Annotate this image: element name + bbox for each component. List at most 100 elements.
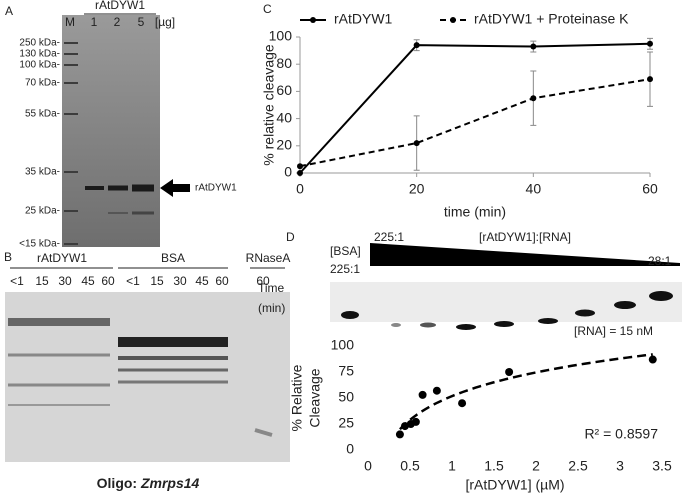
- marker-label: 250 kDa-: [19, 38, 60, 49]
- x-tick-label: 3.5: [652, 458, 672, 474]
- marker-label: 35 kDa-: [25, 167, 60, 178]
- lane-label: 30: [173, 274, 187, 288]
- lane-label: 15: [150, 274, 164, 288]
- panel-label: D: [286, 230, 295, 244]
- series-line: [299, 42, 651, 174]
- ladder-bands: [64, 42, 78, 245]
- point: [411, 417, 420, 426]
- point: [647, 76, 653, 83]
- wedge: [370, 243, 680, 266]
- x-tick-label: 60: [642, 181, 658, 197]
- bsa-label: [BSA]: [330, 244, 361, 258]
- y-tick-label: 0: [284, 164, 292, 180]
- marker-label: 100 kDa-: [19, 60, 60, 71]
- x-axis-label: [rAtDYW1] (µM): [465, 477, 564, 493]
- y-tick-label: 100: [269, 28, 293, 44]
- x-tick-label: 0.5: [400, 458, 420, 474]
- point: [413, 140, 420, 147]
- lane-label: [µg]: [155, 15, 175, 29]
- arrow: [160, 179, 190, 197]
- sample-bands: [85, 184, 154, 215]
- marker-label: 25 kDa-: [25, 206, 60, 217]
- y-tick-label: 100: [331, 337, 355, 353]
- point: [505, 368, 514, 376]
- y-tick-label: 80: [276, 55, 292, 71]
- panel-label: B: [4, 250, 12, 264]
- gel-a: [62, 15, 160, 247]
- point: [297, 163, 303, 170]
- lane-label: 30: [58, 274, 72, 288]
- legend-label: rAtDYW1 + Proteinase K: [474, 11, 629, 27]
- time-label: (min): [258, 301, 285, 315]
- time-label: Time: [258, 281, 285, 295]
- lane-label: 5: [138, 15, 145, 29]
- point: [395, 430, 404, 439]
- lane-label: <1: [126, 274, 140, 288]
- y-tick-label: 40: [276, 109, 292, 125]
- y-tick-label: 20: [276, 137, 292, 153]
- legend-marker: [450, 17, 456, 23]
- x-tick-label: 2.5: [568, 458, 588, 474]
- point: [530, 43, 537, 50]
- legend-label: rAtDYW1: [334, 11, 393, 27]
- group-label: RNaseA: [246, 251, 291, 265]
- series-line: [299, 78, 651, 168]
- point: [458, 399, 467, 408]
- point: [647, 40, 653, 47]
- point: [432, 386, 441, 395]
- bsa-label: 225:1: [330, 262, 360, 276]
- marker-label: 130 kDa-: [19, 49, 60, 60]
- lane-label: 60: [215, 274, 229, 288]
- lane-label: 45: [195, 274, 209, 288]
- y-tick-label: 75: [338, 363, 354, 379]
- x-tick-label: 1.5: [484, 458, 504, 474]
- ratio-title: [rAtDYW1]:[RNA]: [479, 230, 571, 244]
- x-tick-label: 0: [364, 458, 372, 474]
- caption: Oligo: Zmrps14: [97, 475, 200, 491]
- point: [648, 355, 657, 364]
- lane-label: 60: [101, 274, 115, 288]
- y-tick-label: 25: [338, 415, 354, 431]
- y-axis-label: % Relative: [289, 364, 305, 431]
- x-tick-label: 20: [409, 181, 425, 197]
- x-tick-label: 2: [532, 458, 540, 474]
- ratio-label: 225:1: [374, 230, 404, 244]
- point: [418, 390, 427, 399]
- lane-label: M: [65, 15, 75, 29]
- lane-label: 1: [91, 15, 98, 29]
- lane-label: 60: [256, 274, 270, 288]
- y-tick-label: 60: [276, 82, 292, 98]
- lane-label: 15: [35, 274, 49, 288]
- gel-header: rAtDYW1: [95, 0, 145, 12]
- marker-label: 70 kDa-: [25, 78, 60, 89]
- x-tick-label: 1: [448, 458, 456, 474]
- point: [530, 95, 537, 102]
- ratio-label: 28:1: [648, 254, 672, 268]
- y-axis-label: Cleavage: [307, 368, 323, 427]
- x-axis-label: time (min): [444, 204, 506, 220]
- lane-label: <1: [10, 274, 24, 288]
- gel-b-bands: [8, 318, 273, 437]
- x-tick-label: 0: [296, 181, 304, 197]
- gel-b: [5, 292, 290, 462]
- point: [413, 42, 420, 49]
- caption-name: Zmrps14: [140, 475, 200, 491]
- legend-marker: [310, 17, 316, 23]
- panel-label: A: [5, 4, 13, 18]
- panel-label: C: [263, 2, 272, 16]
- group-label: BSA: [161, 251, 185, 265]
- r-squared: R² = 0.8597: [584, 426, 658, 442]
- x-tick-label: 40: [526, 181, 542, 197]
- y-axis-label: % relative cleavage: [261, 44, 277, 166]
- marker-label: <15 kDa-: [19, 239, 60, 250]
- rna-note: [RNA] = 15 nM: [574, 324, 653, 338]
- y-tick-label: 50: [338, 389, 354, 405]
- trendline: [399, 353, 653, 431]
- lane-label: 45: [81, 274, 95, 288]
- caption-prefix: Oligo:: [97, 475, 137, 491]
- marker-label: 55 kDa-: [25, 109, 60, 120]
- lane-label: 2: [114, 15, 121, 29]
- y-tick-label: 0: [346, 441, 354, 457]
